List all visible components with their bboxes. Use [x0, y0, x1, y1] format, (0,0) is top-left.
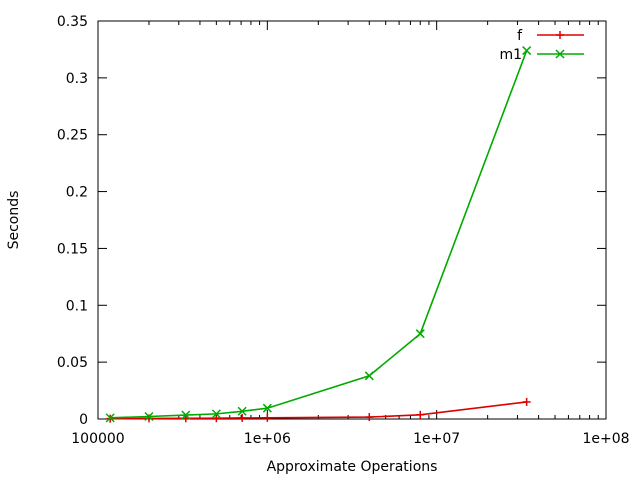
data-point-m1: [181, 410, 191, 420]
x-axis-label: Approximate Operations: [267, 459, 438, 475]
data-point-f: [416, 410, 425, 419]
data-point-f: [263, 413, 272, 422]
axis-tick-labels: 0 0.05 0.1 0.15 0.2 0.25 0.3 0.35 100000 1e+06 1e+…: [57, 14, 630, 447]
series-layer: [105, 46, 532, 423]
data-point-f: [365, 413, 374, 422]
data-point-f: [238, 413, 247, 422]
y-tick-label: 0.25: [57, 128, 88, 144]
y-tick-label: 0.2: [66, 185, 88, 201]
y-axis-label: Seconds: [6, 191, 22, 250]
data-point-m1: [237, 406, 247, 416]
data-point-m1: [105, 413, 115, 423]
data-point-f: [522, 397, 531, 406]
data-point-f: [212, 414, 221, 423]
series-line-m1: [110, 50, 528, 419]
y-tick-label: 0.35: [57, 14, 88, 30]
data-point-m1: [144, 411, 154, 422]
axis-ticks: [97, 20, 607, 420]
legend-marker-f: [556, 31, 564, 39]
x-tick-label: 1e+08: [582, 431, 629, 447]
legend-label-m1: m1: [499, 47, 522, 63]
data-point-m1: [522, 46, 532, 56]
legend-label-f: f: [517, 28, 523, 44]
data-point-m1: [364, 371, 374, 381]
y-tick-label: 0: [79, 412, 88, 428]
y-tick-label: 0.3: [66, 71, 88, 87]
legend-marker-m1: [555, 49, 565, 59]
data-point-m1: [211, 409, 221, 419]
y-tick-label: 0.1: [66, 298, 88, 314]
x-tick-label: 100000: [71, 431, 124, 447]
x-tick-label: 1e+07: [413, 431, 460, 447]
data-point-m1: [415, 329, 425, 339]
plot-frame: [97, 20, 607, 420]
y-tick-label: 0.15: [57, 241, 88, 257]
data-point-m1: [262, 403, 272, 413]
x-tick-label: 1e+06: [244, 431, 291, 447]
legend: f m1: [499, 28, 584, 63]
y-tick-label: 0.05: [57, 355, 88, 371]
